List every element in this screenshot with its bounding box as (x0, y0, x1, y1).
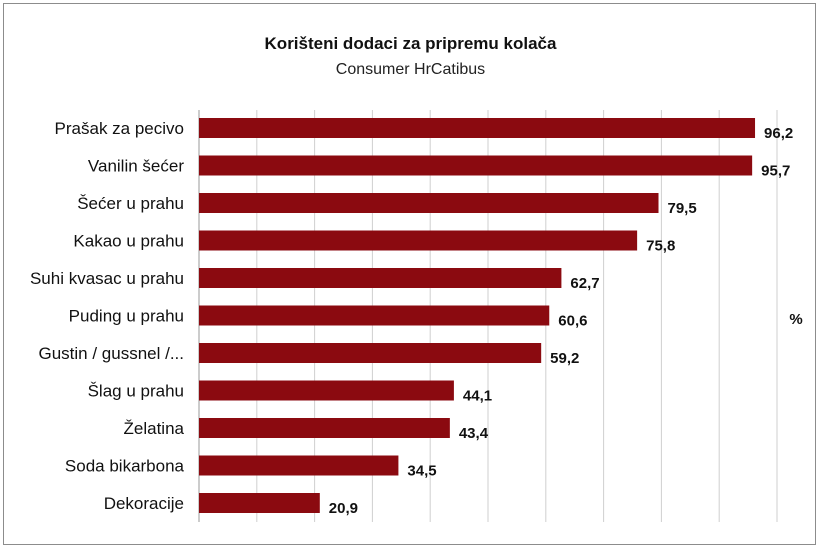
category-label: Puding u prahu (69, 307, 184, 326)
category-label: Gustin / gussnel /... (38, 344, 184, 363)
category-label: Dekoracije (104, 494, 184, 513)
category-label: Soda bikarbona (65, 457, 185, 476)
data-label: 43,4 (459, 425, 489, 442)
bar (199, 193, 659, 213)
bar (199, 493, 320, 513)
data-label: 79,5 (668, 200, 697, 217)
bar (199, 268, 562, 288)
category-label: Suhi kvasac u prahu (30, 269, 184, 288)
bar (199, 380, 454, 401)
bars (199, 118, 756, 513)
bar (199, 305, 550, 326)
data-label: 60,6 (558, 313, 587, 330)
bar (199, 155, 753, 176)
data-label: 95,7 (761, 163, 790, 180)
bar (199, 343, 542, 363)
value-labels: 96,2 95,7 79,5 75,8 62,7 60,6 59,2 44,1 43,4 34,5… (329, 125, 793, 517)
bar (199, 455, 399, 476)
category-label: Vanilin šećer (88, 157, 184, 176)
bar (199, 418, 450, 438)
data-label: 34,5 (407, 463, 436, 480)
category-label: Kakao u prahu (73, 232, 184, 251)
category-label: Šećer u prahu (77, 194, 184, 213)
data-label: 75,8 (646, 238, 675, 255)
bar (199, 118, 756, 138)
bar (199, 230, 638, 251)
category-label: Želatina (124, 419, 185, 438)
chart-title: Korišteni dodaci za pripremu kolača (264, 34, 557, 53)
category-labels: Prašak za pecivo Vanilin šećer Šećer u pra… (30, 119, 185, 513)
chart-subtitle: Consumer HrCatibus (335, 61, 486, 78)
data-label: 62,7 (570, 275, 599, 292)
category-label: Prašak za pecivo (55, 119, 184, 138)
unit-label: % (789, 311, 802, 328)
data-label: 59,2 (550, 350, 579, 367)
data-label: 96,2 (764, 125, 793, 142)
data-label: 20,9 (329, 500, 358, 517)
data-label: 44,1 (463, 388, 492, 405)
category-label: Šlag u prahu (88, 382, 184, 401)
